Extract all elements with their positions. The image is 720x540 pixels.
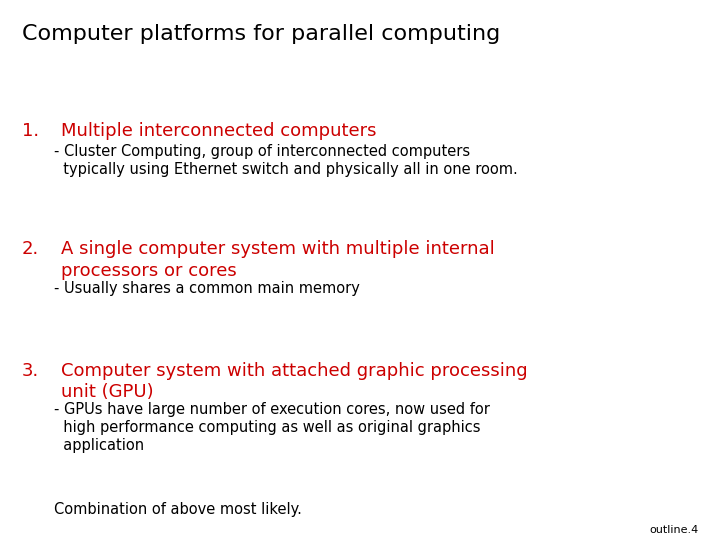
Text: outline.4: outline.4 <box>649 524 698 535</box>
Text: Computer system with attached graphic processing
unit (GPU): Computer system with attached graphic pr… <box>61 362 528 401</box>
Text: - Usually shares a common main memory: - Usually shares a common main memory <box>54 281 360 296</box>
Text: Multiple interconnected computers: Multiple interconnected computers <box>61 122 377 139</box>
Text: 1.: 1. <box>22 122 39 139</box>
Text: - Cluster Computing, group of interconnected computers
  typically using Etherne: - Cluster Computing, group of interconne… <box>54 144 518 178</box>
Text: 3.: 3. <box>22 362 39 380</box>
Text: - GPUs have large number of execution cores, now used for
  high performance com: - GPUs have large number of execution co… <box>54 402 490 453</box>
Text: A single computer system with multiple internal
processors or cores: A single computer system with multiple i… <box>61 240 495 280</box>
Text: 2.: 2. <box>22 240 39 258</box>
Text: Computer platforms for parallel computing: Computer platforms for parallel computin… <box>22 24 500 44</box>
Text: Combination of above most likely.: Combination of above most likely. <box>54 502 302 517</box>
